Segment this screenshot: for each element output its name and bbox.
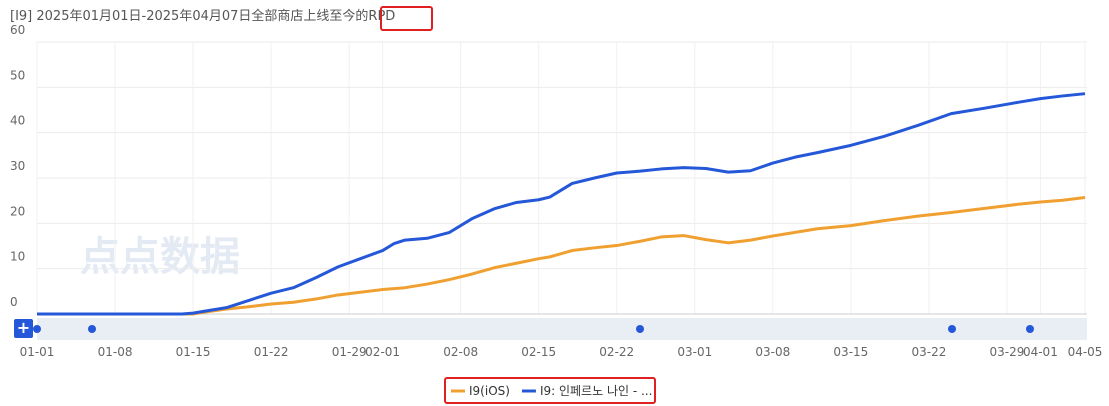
y-tick-label: 20 (10, 204, 25, 218)
scrollbar[interactable] (37, 318, 1087, 340)
x-tick-label: 02-15 (521, 345, 556, 359)
y-tick-label: 30 (10, 159, 25, 173)
x-tick-label: 04-01 (1023, 345, 1058, 359)
event-dot[interactable] (636, 325, 644, 333)
x-tick-label: 04-05 (1068, 345, 1103, 359)
y-tick-label: 50 (10, 68, 25, 82)
x-tick-label: 03-22 (911, 345, 946, 359)
x-tick-label: 01-29 (332, 345, 367, 359)
y-tick-label: 60 (10, 23, 25, 37)
watermark: 点点数据 (80, 234, 240, 280)
event-dot[interactable] (88, 325, 96, 333)
x-tick-label: 01-22 (254, 345, 289, 359)
zoom-button-label[interactable]: + (17, 318, 30, 337)
chart-title: [I9] 2025年01月01日-2025年04月07日全部商店上线至今的RPD (10, 8, 395, 24)
x-tick-label: 03-08 (755, 345, 790, 359)
y-tick-label: 10 (10, 250, 25, 264)
series-line (37, 196, 1086, 316)
event-dot[interactable] (948, 325, 956, 333)
x-tick-label: 02-22 (599, 345, 634, 359)
series-line (37, 92, 1086, 316)
y-tick-label: 0 (10, 295, 18, 309)
highlight-box (380, 6, 433, 31)
event-dot[interactable] (1026, 325, 1034, 333)
event-dot[interactable] (33, 325, 41, 333)
zoom-button[interactable] (14, 319, 33, 338)
x-tick-label: 01-15 (176, 345, 211, 359)
x-tick-label: 03-01 (677, 345, 712, 359)
legend-label: I9(iOS) (469, 384, 510, 398)
x-tick-label: 01-01 (20, 345, 55, 359)
x-tick-label: 03-29 (990, 345, 1025, 359)
legend-label: I9: 인페르노 나인 - ... (540, 384, 653, 398)
x-tick-label: 01-08 (98, 345, 133, 359)
x-tick-label: 02-01 (365, 345, 400, 359)
y-tick-label: 40 (10, 114, 25, 128)
x-tick-label: 03-15 (833, 345, 868, 359)
x-tick-label: 02-08 (443, 345, 478, 359)
highlight-box (444, 377, 656, 404)
